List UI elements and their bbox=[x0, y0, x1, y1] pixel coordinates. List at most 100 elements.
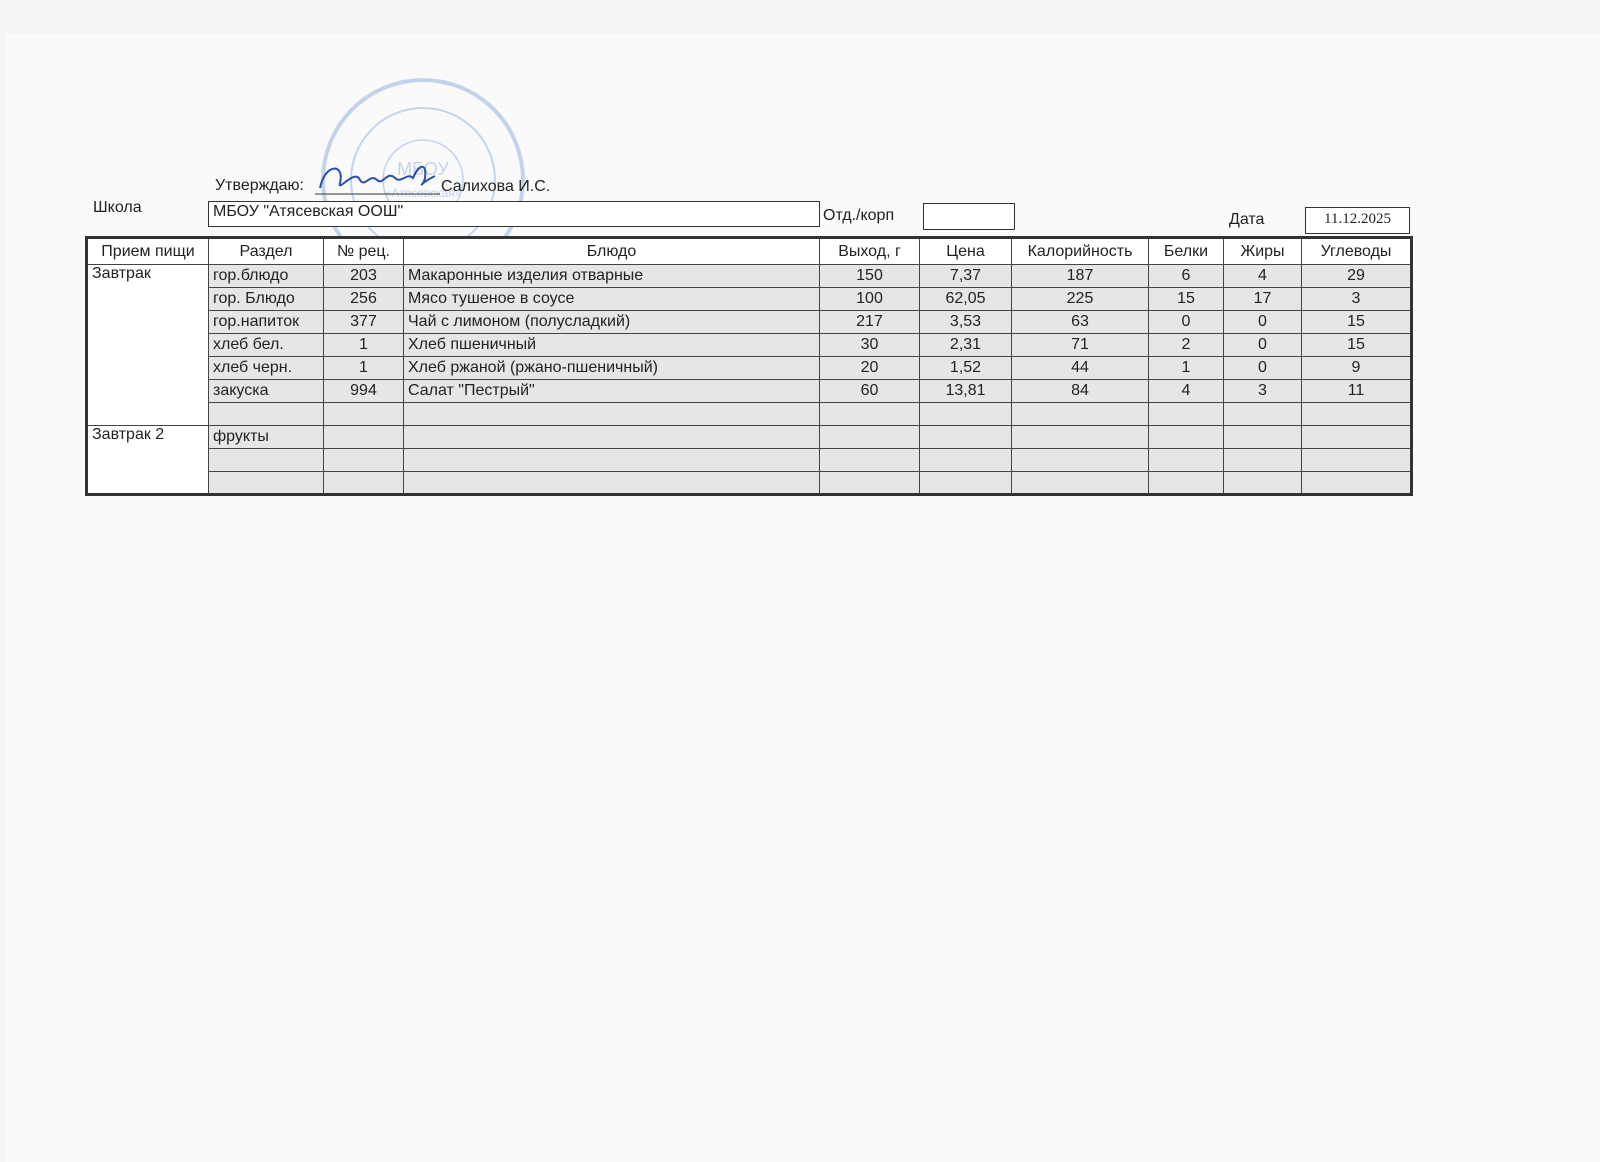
table-cell bbox=[1011, 448, 1149, 472]
column-header: Жиры bbox=[1223, 237, 1302, 265]
table-cell: 1 bbox=[323, 333, 404, 357]
table-cell: 2 bbox=[1148, 333, 1224, 357]
table-cell: 29 bbox=[1301, 264, 1412, 288]
svg-text:МБОУ: МБОУ bbox=[397, 159, 449, 179]
table-cell: 62,05 bbox=[919, 287, 1012, 311]
svg-text:«Атясевская»: «Атясевская» bbox=[385, 186, 462, 200]
table-row: хлеб черн. 1 Хлеб ржаной (ржано-пшеничный)… bbox=[87, 356, 1412, 380]
table-cell: 9 bbox=[1301, 356, 1412, 380]
table-row: Завтрак гор.блюдо 203 Макаронные изделия от… bbox=[86, 264, 1412, 426]
column-header: Прием пищи bbox=[86, 237, 209, 265]
table-cell bbox=[919, 448, 1012, 472]
school-label: Школа bbox=[93, 199, 142, 216]
table-cell: 1,52 bbox=[919, 356, 1012, 380]
table-cell: 377 bbox=[323, 310, 404, 334]
table-cell: 3,53 bbox=[919, 310, 1012, 334]
table-cell bbox=[1301, 448, 1412, 472]
column-header: Белки bbox=[1148, 237, 1224, 265]
table-cell: 203 bbox=[323, 264, 404, 288]
table-cell: 63 bbox=[1011, 310, 1149, 334]
table-cell: 6 bbox=[1148, 264, 1224, 288]
table-cell: 0 bbox=[1223, 333, 1302, 357]
table-cell: 0 bbox=[1223, 356, 1302, 380]
table-cell bbox=[1148, 448, 1224, 472]
column-header: Цена bbox=[919, 237, 1012, 265]
table-cell: 30 bbox=[819, 333, 920, 357]
table-cell bbox=[323, 402, 404, 426]
table-cell: 15 bbox=[1301, 310, 1412, 334]
table-cell: гор.напиток bbox=[208, 310, 324, 334]
table-row bbox=[87, 471, 1412, 495]
table-cell bbox=[323, 471, 404, 495]
table-cell: 15 bbox=[1301, 333, 1412, 357]
signature bbox=[315, 165, 440, 195]
table-cell bbox=[819, 448, 920, 472]
table-cell: 11 bbox=[1301, 379, 1412, 403]
column-header: Углеводы bbox=[1301, 237, 1412, 265]
table-row bbox=[87, 402, 1412, 426]
table-cell: гор.блюдо bbox=[208, 264, 324, 288]
school-field: МБОУ "Атясевская ООШ" bbox=[208, 201, 820, 227]
table-cell: хлеб бел. bbox=[208, 333, 324, 357]
table-cell bbox=[1223, 471, 1302, 495]
table-cell bbox=[323, 448, 404, 472]
table-cell: Хлеб ржаной (ржано-пшеничный) bbox=[403, 356, 820, 380]
table-cell bbox=[1148, 425, 1224, 449]
table-row: гор. Блюдо 256 Мясо тушеное в соусе 100 62,0… bbox=[87, 287, 1412, 311]
meal-name: Завтрак 2 bbox=[86, 425, 209, 495]
table-cell: 187 bbox=[1011, 264, 1149, 288]
table-cell: 17 bbox=[1223, 287, 1302, 311]
table-cell: гор. Блюдо bbox=[208, 287, 324, 311]
table-cell: Чай с лимоном (полусладкий) bbox=[403, 310, 820, 334]
table-cell: 2,31 bbox=[919, 333, 1012, 357]
table-cell bbox=[1223, 425, 1302, 449]
table-cell: 1 bbox=[323, 356, 404, 380]
table-cell bbox=[1223, 448, 1302, 472]
table-cell: хлеб черн. bbox=[208, 356, 324, 380]
table-cell: Хлеб пшеничный bbox=[403, 333, 820, 357]
table-cell: 7,37 bbox=[919, 264, 1012, 288]
table-cell: 71 bbox=[1011, 333, 1149, 357]
table-cell: 0 bbox=[1223, 310, 1302, 334]
table-cell: 3 bbox=[1301, 287, 1412, 311]
table-cell: 44 bbox=[1011, 356, 1149, 380]
table-cell bbox=[1011, 425, 1149, 449]
table-cell bbox=[208, 402, 324, 426]
table-cell bbox=[208, 471, 324, 495]
table-cell: 4 bbox=[1223, 264, 1302, 288]
table-cell: 15 bbox=[1148, 287, 1224, 311]
meal-name: Завтрак bbox=[86, 264, 209, 426]
table-cell bbox=[208, 448, 324, 472]
table-cell bbox=[919, 425, 1012, 449]
table-row bbox=[87, 448, 1412, 472]
table-cell bbox=[403, 448, 820, 472]
table-cell: Салат "Пестрый" bbox=[403, 379, 820, 403]
date-label: Дата bbox=[1229, 211, 1265, 228]
table-cell bbox=[1148, 402, 1224, 426]
dept-field bbox=[923, 203, 1015, 230]
table-row: хлеб бел. 1 Хлеб пшеничный 30 2,31 71 2 0 15 bbox=[87, 333, 1412, 357]
table-cell: 225 bbox=[1011, 287, 1149, 311]
table-cell bbox=[919, 402, 1012, 426]
table-cell: 13,81 bbox=[919, 379, 1012, 403]
table-cell bbox=[1011, 402, 1149, 426]
column-header: № рец. bbox=[323, 237, 404, 265]
table-cell bbox=[1011, 471, 1149, 495]
table-cell: 256 bbox=[323, 287, 404, 311]
table-cell: 0 bbox=[1148, 310, 1224, 334]
table-cell bbox=[1301, 471, 1412, 495]
approver-name: Салихова И.С. bbox=[441, 178, 551, 195]
column-header: Раздел bbox=[208, 237, 324, 265]
table-cell: закуска bbox=[208, 379, 324, 403]
table-cell: 60 bbox=[819, 379, 920, 403]
table-cell: 100 bbox=[819, 287, 920, 311]
table-cell: 20 bbox=[819, 356, 920, 380]
table-cell bbox=[1148, 471, 1224, 495]
table-cell: 217 bbox=[819, 310, 920, 334]
column-header: Калорийность bbox=[1011, 237, 1149, 265]
table-cell bbox=[819, 425, 920, 449]
table-row: гор.напиток 377 Чай с лимоном (полусладкий… bbox=[87, 310, 1412, 334]
date-field: 11.12.2025 bbox=[1305, 207, 1410, 234]
table-header: Прием пищи Раздел № рец. Блюдо Выход, г Цена К… bbox=[86, 237, 1412, 265]
table-cell: 150 bbox=[819, 264, 920, 288]
